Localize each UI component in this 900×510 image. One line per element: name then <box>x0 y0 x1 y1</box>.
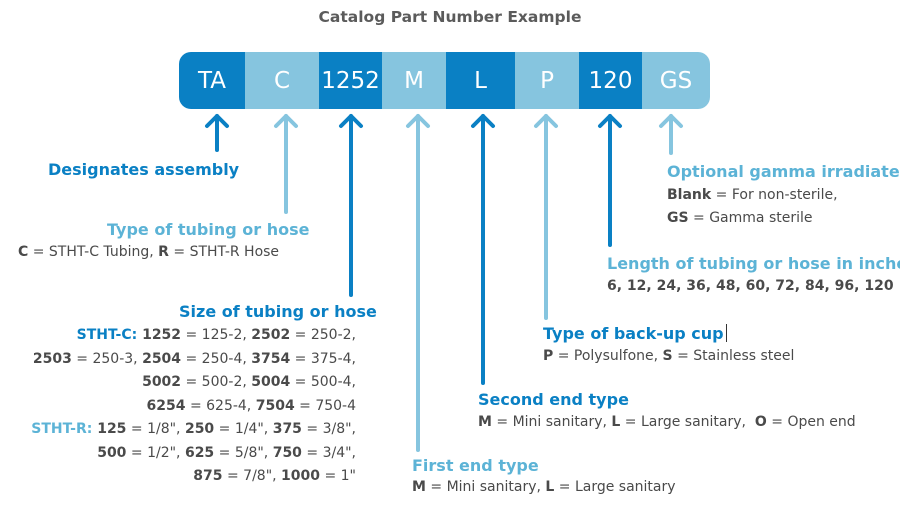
segment-length: 120 <box>579 52 642 109</box>
assembly-label: Designates assembly <box>48 160 240 179</box>
size-code: 6254 <box>146 397 186 414</box>
size-value: = 7/8", <box>222 468 282 484</box>
size-value: = 375-4, <box>290 350 356 367</box>
size-line: 5002 = 500-2, 5004 = 500-4, <box>31 371 356 395</box>
arrow-backup-cup <box>534 114 558 320</box>
size-code: 5004 <box>251 374 291 390</box>
size-code: 2504 <box>142 350 182 367</box>
first-end-desc: M = Mini sanitary, L = Large sanitary <box>412 479 676 495</box>
size-label: Size of tubing or hose <box>179 302 377 321</box>
second-end-label: Second end type <box>478 390 629 409</box>
segment-tubing-type: C <box>245 52 319 109</box>
gamma-gs-desc: GS = Gamma sterile <box>667 210 813 226</box>
arrow-length <box>598 114 622 247</box>
size-line: 2503 = 250-3, 2504 = 250-4, 3754 = 375-4… <box>31 348 356 372</box>
segment-backup-cup: P <box>515 52 579 109</box>
text-cursor <box>725 324 727 342</box>
size-value: = 250-4, <box>181 350 252 367</box>
size-code: 375 <box>272 421 302 437</box>
size-series-label: STHT-R: <box>31 421 98 437</box>
part-number-bar: TA C 1252 M L P 120 GS <box>179 52 710 109</box>
arrow-second-end <box>471 114 495 385</box>
gamma-label: Optional gamma irradiated <box>667 162 900 181</box>
backup-cup-label: Type of back-up cup <box>543 324 727 344</box>
size-code: 5002 <box>142 374 182 390</box>
size-line: 875 = 7/8", 1000 = 1" <box>31 465 356 489</box>
size-value: = 5/8", <box>214 444 273 461</box>
arrow-first-end <box>406 114 430 452</box>
size-code: 125 <box>97 421 127 437</box>
size-value: = 625-4, <box>185 397 256 414</box>
backup-cup-desc: P = Polysulfone, S = Stainless steel <box>543 348 795 364</box>
size-value: = 1/4", <box>214 421 273 437</box>
size-line: STHT-R: 125 = 1/8", 250 = 1/4", 375 = 3/… <box>31 418 356 442</box>
size-value: = 3/4", <box>301 444 356 461</box>
tubing-type-label: Type of tubing or hose <box>107 220 310 239</box>
size-value: = 500-4, <box>290 374 356 390</box>
size-value: = 250-3, <box>71 350 143 367</box>
size-code: 2502 <box>251 327 291 343</box>
size-code: 625 <box>184 444 215 461</box>
arrow-gamma <box>659 114 683 155</box>
size-code: 1252 <box>142 327 182 343</box>
page-title: Catalog Part Number Example <box>318 8 582 26</box>
size-value: = 500-2, <box>181 374 252 390</box>
arrow-assembly <box>205 114 229 152</box>
size-line: 6254 = 625-4, 7504 = 750-4 <box>31 395 356 419</box>
size-line: 500 = 1/2", 625 = 5/8", 750 = 3/4", <box>31 442 356 466</box>
size-value: = 3/8", <box>301 421 356 437</box>
arrow-size <box>339 114 363 297</box>
second-end-desc: M = Mini sanitary, L = Large sanitary, O… <box>478 414 856 430</box>
segment-gamma: GS <box>642 52 710 109</box>
size-code: 1000 <box>281 468 321 484</box>
size-code: 250 <box>184 421 215 437</box>
size-value: = 750-4 <box>294 397 356 414</box>
size-series-label: STHT-C: <box>76 327 143 343</box>
gamma-blank-desc: Blank = For non-sterile, <box>667 187 838 203</box>
size-value: = 1/2", <box>126 444 185 461</box>
tubing-type-desc: C = STHT-C Tubing, R = STHT-R Hose <box>18 244 280 260</box>
arrow-tubing-type <box>274 114 298 214</box>
size-code: 500 <box>97 444 127 461</box>
size-code: 750 <box>272 444 302 461</box>
size-code: 3754 <box>251 350 291 367</box>
size-value: = 1" <box>320 468 356 484</box>
length-label: Length of tubing or hose in inches <box>607 254 900 273</box>
first-end-label: First end type <box>412 456 539 475</box>
size-code: 875 <box>193 468 223 484</box>
segment-size: 1252 <box>319 52 382 109</box>
size-value: = 250-2, <box>290 327 356 343</box>
segment-first-end: M <box>382 52 446 109</box>
size-code: 7504 <box>255 397 295 414</box>
size-line: STHT-C: 1252 = 125-2, 2502 = 250-2, <box>31 324 356 348</box>
segment-assembly: TA <box>179 52 245 109</box>
size-value: = 125-2, <box>181 327 252 343</box>
length-values: 6, 12, 24, 36, 48, 60, 72, 84, 96, 120 <box>607 278 894 294</box>
size-value: = 1/8", <box>126 421 185 437</box>
size-desc: STHT-C: 1252 = 125-2, 2502 = 250-2, 2503 … <box>31 324 356 489</box>
segment-second-end: L <box>446 52 515 109</box>
size-code: 2503 <box>32 350 72 367</box>
